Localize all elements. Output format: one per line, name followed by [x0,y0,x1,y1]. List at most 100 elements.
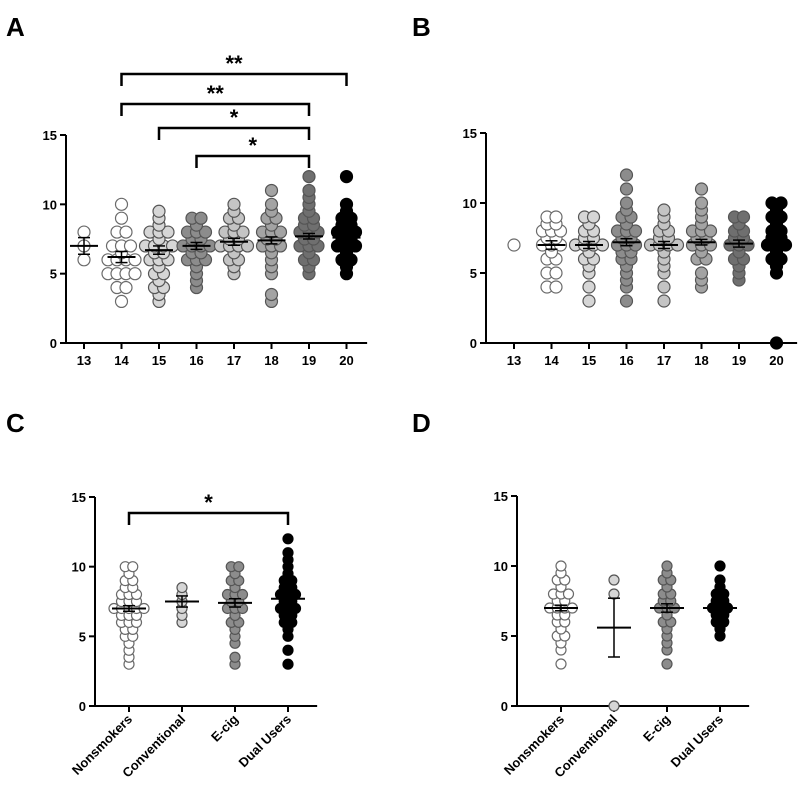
data-point [128,253,142,267]
data-point [282,533,294,545]
data-point [264,197,279,211]
significance-label: * [230,105,239,130]
data-point [507,238,521,252]
data-point [582,280,596,294]
data-point [661,658,673,670]
data-point [282,644,294,656]
data-point [233,561,245,573]
data-point [236,588,249,601]
data-point [119,280,133,295]
y-tick-label: 5 [50,267,57,282]
y-tick-label: 5 [501,629,508,644]
data-point [657,203,671,217]
y-tick-label: 10 [463,196,477,211]
y-tick-label: 15 [43,128,57,143]
data-point [264,183,279,198]
panel-letter-d: D [412,408,431,438]
y-tick-label: 10 [43,197,57,212]
data-point [114,211,129,225]
x-tick-label: 18 [694,353,708,368]
significance-bracket [195,154,311,168]
data-point [714,574,726,586]
y-tick-label: 0 [50,336,57,351]
y-tick-label: 5 [470,266,477,281]
data-point [628,224,643,238]
x-tick-label: 18 [264,353,278,368]
data-point [176,581,188,594]
data-point [549,210,563,224]
data-point [619,182,634,196]
significance-bracket [120,72,348,86]
data-point [619,294,634,308]
y-tick-label: 15 [463,126,477,141]
x-tick-label: 13 [77,353,91,368]
data-point [227,197,241,211]
significance-label: ** [207,81,225,106]
significance-label: * [204,490,213,515]
data-point [161,225,175,239]
data-point [714,560,726,572]
data-point [608,700,620,712]
x-tick-label: 16 [189,353,203,368]
y-tick-label: 0 [79,699,86,714]
data-point [114,294,129,308]
data-point [119,225,133,239]
data-point [198,225,213,239]
data-point [77,253,91,267]
data-point [229,651,241,663]
y-tick-label: 0 [501,699,508,714]
data-point [194,211,208,225]
data-point [549,266,563,280]
data-point [562,588,575,600]
data-point [302,170,316,184]
x-tick-label: Dual Users [667,712,726,771]
y-tick-label: 10 [494,559,508,574]
panel-letter-a: A [6,12,25,42]
panel-letter-c: C [6,408,25,438]
x-tick-label: 16 [619,353,633,368]
x-tick-label: 19 [302,353,316,368]
x-tick-label: 17 [227,353,241,368]
data-point [339,197,354,211]
data-point [736,210,751,224]
x-tick-label: 17 [657,353,671,368]
data-point [282,658,294,670]
x-tick-label: 15 [152,353,166,368]
x-tick-label: 19 [732,353,746,368]
data-point [549,280,563,294]
significance-bracket [127,511,290,525]
data-point [694,196,709,210]
data-point [586,210,601,224]
data-point [661,560,673,572]
x-tick-label: 20 [769,353,783,368]
data-point [123,239,138,253]
data-point [264,287,279,302]
data-point [236,225,250,239]
data-point [774,196,788,210]
data-point [694,266,709,280]
significance-label: ** [225,51,243,76]
data-point [657,280,671,294]
y-tick-label: 5 [79,629,86,644]
data-point [619,196,634,210]
x-tick-label: 14 [114,353,129,368]
significance-bracket [120,102,311,116]
data-point [619,168,634,182]
panel-letter-b: B [412,12,431,42]
x-tick-label: Dual Users [235,712,294,771]
data-point [128,267,142,281]
data-point [703,224,718,238]
y-tick-label: 15 [72,490,86,505]
y-tick-label: 0 [470,336,477,351]
significance-label: * [248,133,257,158]
significance-bracket [157,126,311,140]
data-point [152,204,166,218]
data-point [302,183,316,198]
data-point [240,239,255,253]
x-tick-label: E-cig [640,711,673,744]
panel-b: 0 5 10 15 13 14 15 16 17 18 19 20 [463,126,798,368]
